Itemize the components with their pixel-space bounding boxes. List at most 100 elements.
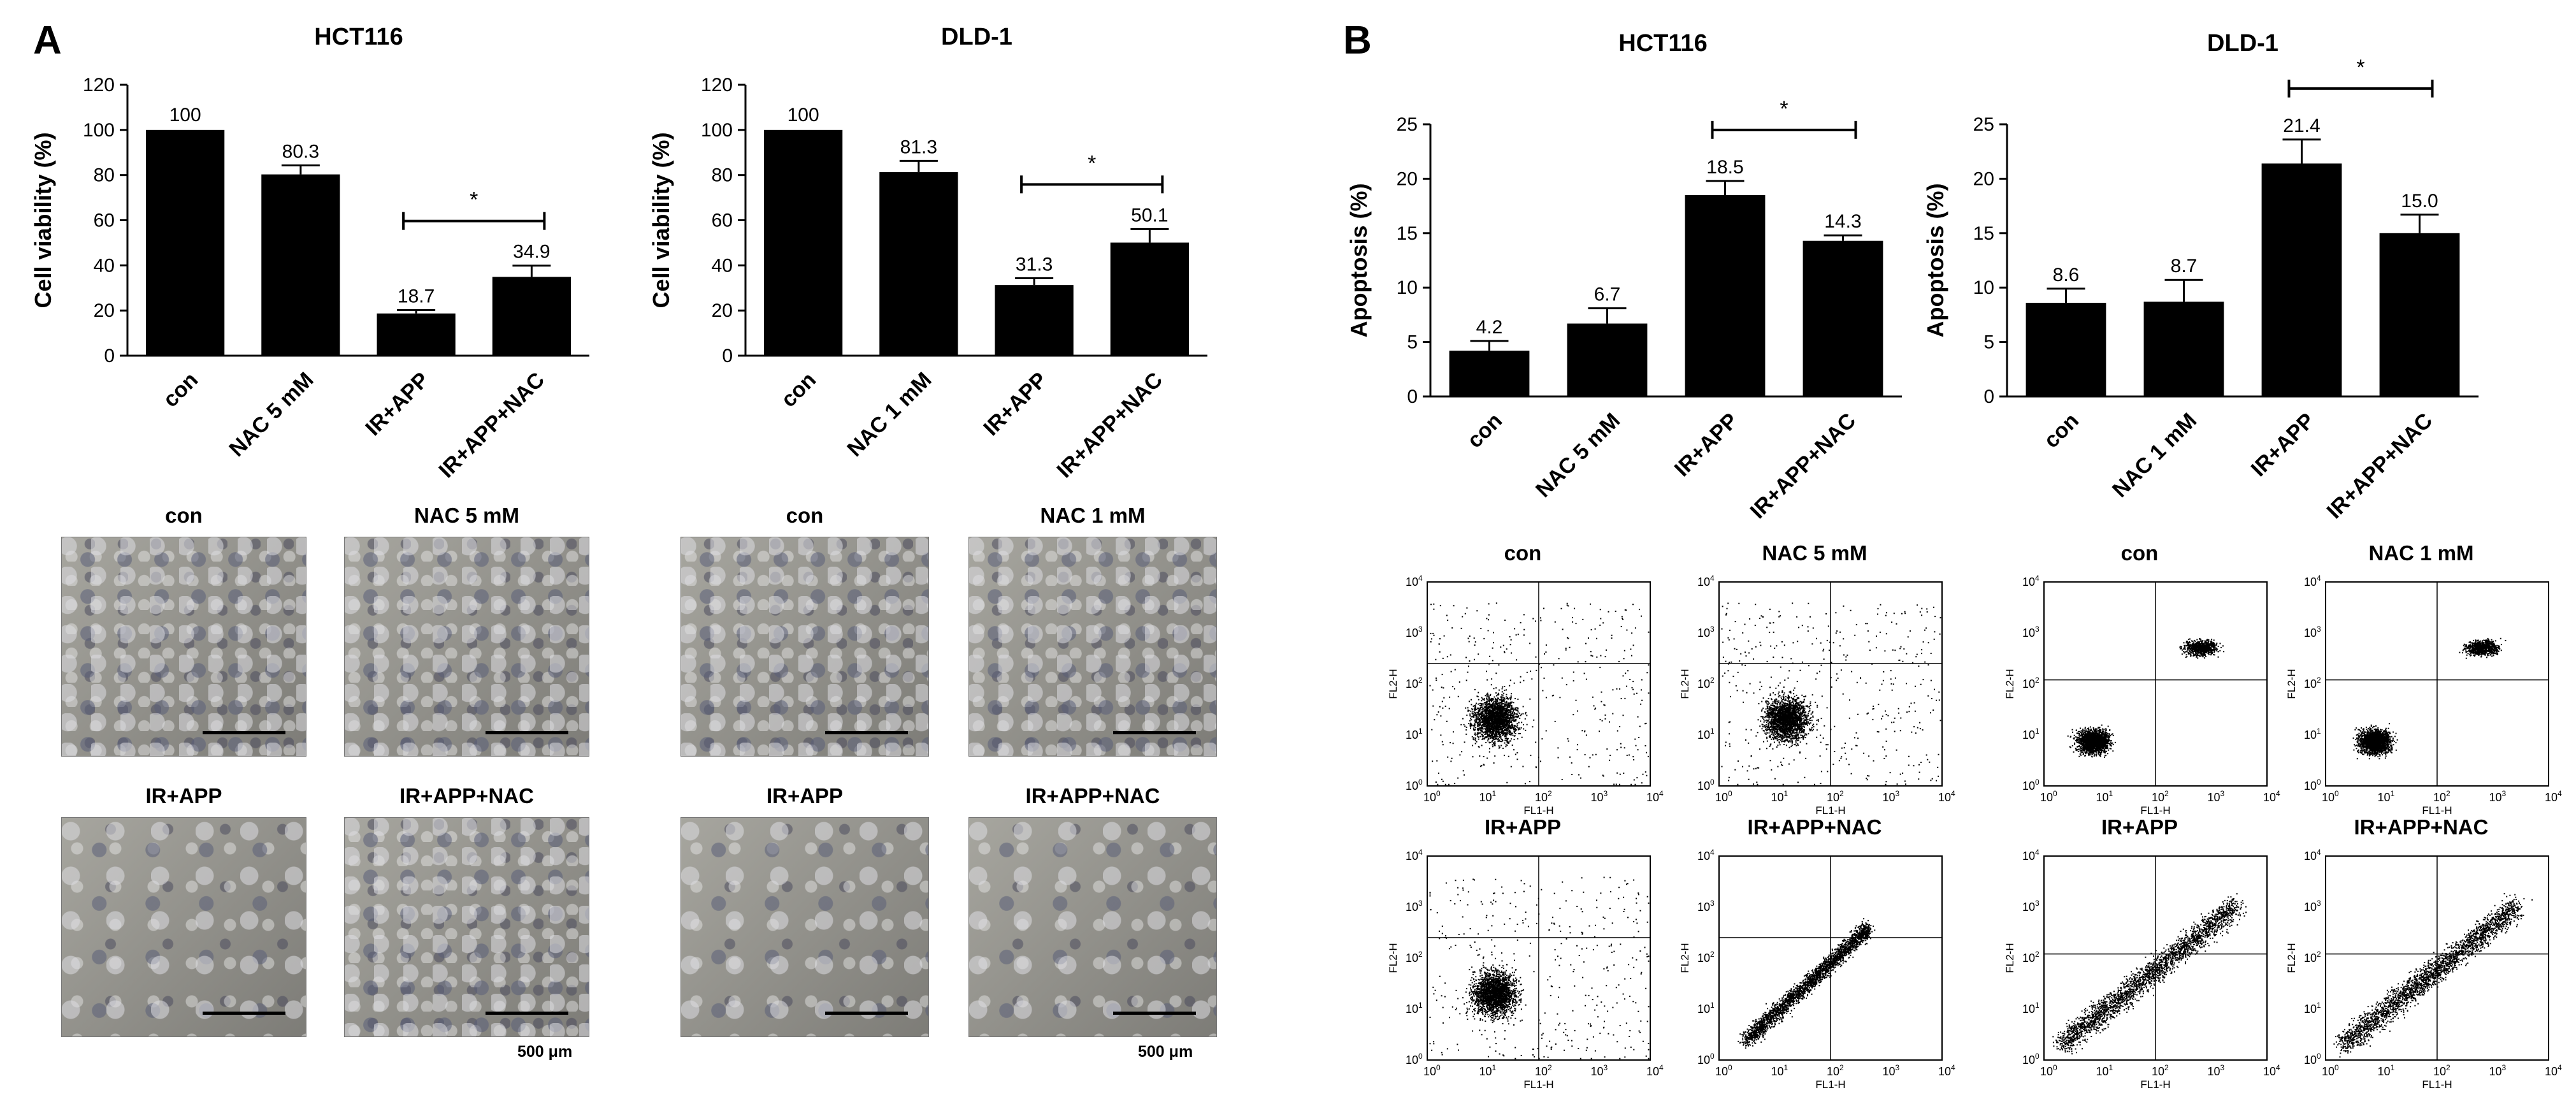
x-tick-label: 104	[2545, 1063, 2562, 1078]
micrograph-hct116-irappnac: IR+APP+NAC	[344, 784, 589, 1037]
x-axis-label: FL1-H	[2140, 804, 2170, 817]
flow-plot-dld1-nac: NAC 1 mM 100 100 101 101 102 102 103 103 104 104 FL…	[2281, 541, 2562, 819]
x-tick-label: 103	[1591, 1063, 1608, 1078]
y-tick-label: 100	[2304, 1052, 2321, 1066]
x-tick-label: 100	[2322, 1063, 2339, 1078]
y-axis-label: Cell viability (%)	[30, 132, 56, 308]
category-label: NAC 1 mM	[2108, 409, 2201, 502]
x-tick-label: 102	[1827, 1063, 1844, 1078]
data-label: 8.6	[2053, 265, 2080, 286]
y-tick-label: 102	[1406, 676, 1423, 690]
micrograph-image	[344, 817, 589, 1037]
y-tick-label: 104	[1406, 848, 1423, 862]
flow-plot-hct116-nac: NAC 5 mM 100 100 101 101 102 102 103 103 104 104 FL…	[1674, 541, 1955, 819]
micrograph-hct116-nac: NAC 5 mM	[344, 504, 589, 757]
x-tick-label: 101	[2378, 1063, 2395, 1078]
scatter-points	[1738, 918, 1876, 1049]
y-tick-label: 101	[1406, 1001, 1423, 1015]
significance-marker: *	[2356, 55, 2364, 80]
x-tick-label: 103	[2208, 789, 2225, 804]
y-tick-label: 102	[1697, 676, 1715, 690]
y-tick-label: 0	[104, 345, 115, 367]
scale-bar	[486, 1012, 568, 1015]
scatter-points	[1721, 602, 1941, 785]
y-tick-label: 103	[2022, 899, 2040, 913]
y-tick-label: 101	[1697, 1001, 1715, 1015]
y-tick-label: 100	[1406, 778, 1423, 792]
x-tick-label: 102	[1535, 1063, 1552, 1078]
category-label: IR+APP+NAC	[2322, 409, 2438, 524]
category-label: IR+APP	[2247, 409, 2319, 481]
scatter-points	[2067, 638, 2225, 758]
bar	[1567, 323, 1648, 396]
micrograph-dld1-nac: NAC 1 mM	[968, 504, 1217, 757]
y-tick-label: 100	[2022, 778, 2040, 792]
x-tick-label: 102	[2152, 789, 2169, 804]
micrograph-image	[61, 537, 306, 757]
y-tick-label: 101	[2304, 1001, 2321, 1015]
y-tick-label: 101	[2022, 1001, 2040, 1015]
x-tick-label: 101	[1771, 789, 1788, 804]
scale-bar	[203, 1012, 285, 1015]
y-axis-label: FL2-H	[2004, 669, 2016, 699]
flow-plot-title: NAC 5 mM	[1762, 541, 1867, 565]
x-tick-label: 104	[1938, 1063, 1955, 1078]
y-tick-label: 40	[94, 255, 115, 276]
x-tick-label: 100	[1715, 789, 1732, 804]
y-axis-label: FL2-H	[1387, 669, 1399, 699]
bar	[2261, 163, 2342, 396]
y-tick-label: 20	[1397, 168, 1418, 189]
bar	[1449, 351, 1530, 396]
data-label: 4.2	[1476, 317, 1503, 338]
scatter-points	[2052, 893, 2247, 1055]
y-tick-label: 80	[94, 165, 115, 186]
micrograph-title: con	[165, 504, 203, 527]
significance-marker: *	[1088, 151, 1096, 175]
y-tick-label: 20	[712, 300, 733, 321]
micrograph-title: NAC 1 mM	[1040, 504, 1146, 527]
y-tick-label: 10	[1973, 277, 1994, 298]
micrograph-title: IR+APP+NAC	[399, 784, 534, 808]
y-tick-label: 104	[1406, 574, 1423, 588]
data-label: 18.5	[1706, 157, 1743, 178]
y-tick-label: 100	[2304, 778, 2321, 792]
x-tick-label: 100	[2322, 789, 2339, 804]
flow-plot-title: IR+APP+NAC	[1747, 815, 1882, 839]
y-tick-label: 0	[1983, 386, 1994, 407]
y-tick-label: 104	[2304, 848, 2321, 862]
x-tick-label: 102	[2152, 1063, 2169, 1078]
scale-bar	[1113, 1012, 1196, 1015]
data-label: 6.7	[1594, 284, 1621, 305]
y-tick-label: 101	[1697, 727, 1715, 741]
x-axis-label: FL1-H	[2422, 804, 2452, 817]
data-label: 100	[169, 105, 201, 126]
x-tick-label: 101	[2096, 789, 2113, 804]
scale-bar	[825, 731, 908, 734]
y-tick-label: 100	[1406, 1052, 1423, 1066]
y-tick-label: 100	[2022, 1052, 2040, 1066]
x-tick-label: 102	[1535, 789, 1552, 804]
data-label: 14.3	[1824, 211, 1861, 232]
y-tick-label: 102	[2304, 676, 2321, 690]
y-axis-label: FL2-H	[1679, 669, 1691, 699]
y-tick-label: 104	[1697, 848, 1715, 862]
data-label: 21.4	[2283, 115, 2320, 136]
bar-chart-apoptosis-dld1: DLD-1 Apoptosis (%) 0 5 10 15 20 25 8.6 con 8.7 NAC…	[1922, 30, 2479, 524]
panel-letter-b: B	[1343, 18, 1372, 62]
scale-bar	[825, 1012, 908, 1015]
data-label: 15.0	[2401, 191, 2438, 212]
data-label: 80.3	[282, 141, 319, 162]
y-axis-label: FL2-H	[2285, 669, 2298, 699]
y-tick-label: 101	[2304, 727, 2321, 741]
bar	[2026, 303, 2106, 396]
y-tick-label: 100	[83, 120, 115, 141]
y-tick-label: 0	[1407, 386, 1418, 407]
y-tick-label: 25	[1397, 114, 1418, 135]
scale-bar	[486, 731, 568, 734]
significance-marker: *	[470, 188, 478, 212]
x-tick-label: 101	[2096, 1063, 2113, 1078]
